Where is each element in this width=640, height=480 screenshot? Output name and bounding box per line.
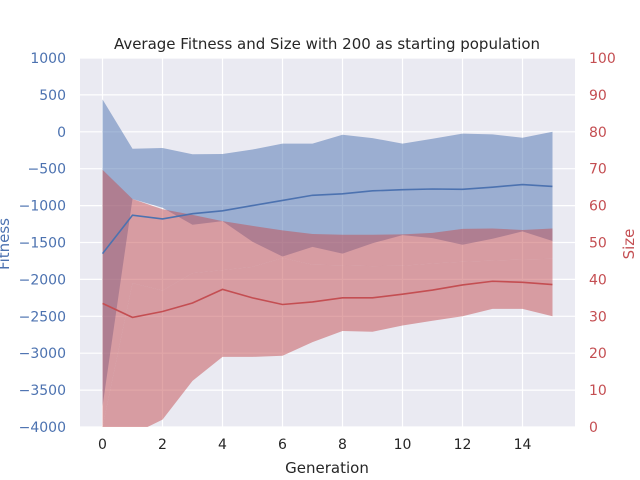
left-axis-label: Fitness: [0, 218, 13, 270]
left-tick-label: −1000: [19, 199, 66, 215]
x-tick-label: 0: [98, 437, 107, 453]
x-tick-label: 4: [218, 437, 227, 453]
right-tick-label: 10: [589, 383, 607, 399]
right-tick-label: 60: [589, 199, 607, 215]
x-tick-label: 8: [338, 437, 347, 453]
right-tick-label: 0: [589, 420, 598, 436]
fitness-band: [102, 99, 553, 407]
right-tick-label: 30: [589, 309, 607, 325]
x-tick-label: 2: [158, 437, 167, 453]
right-tick-label: 70: [589, 162, 607, 178]
x-tick-label: 14: [514, 437, 532, 453]
x-axis-label: Generation: [285, 459, 369, 477]
size-line: [102, 280, 553, 319]
chart-title: Average Fitness and Size with 200 as sta…: [114, 35, 540, 53]
x-tick-label: 12: [454, 437, 472, 453]
size-band-upper: [102, 169, 553, 427]
lines: [101, 183, 553, 319]
x-axis-ticks: 0 2 4 6 8 10 12 14: [98, 437, 531, 453]
right-tick-label: 40: [589, 272, 607, 288]
right-tick-label: 20: [589, 346, 607, 362]
right-tick-label: 100: [589, 51, 616, 67]
left-tick-label: −500: [28, 162, 66, 178]
x-tick-label: 10: [394, 437, 412, 453]
size-band-lower: [102, 258, 553, 427]
left-axis-ticks: 1000 500 0 −500 −1000 −1500 −2000 −2500 −3000 −35…: [19, 51, 66, 436]
left-tick-label: −2000: [19, 272, 66, 288]
left-tick-label: 1000: [30, 51, 66, 67]
fitness-line: [101, 183, 553, 255]
right-tick-label: 90: [589, 88, 607, 104]
right-axis-label: Size: [620, 229, 638, 260]
right-tick-label: 80: [589, 125, 607, 141]
left-tick-label: −1500: [19, 236, 66, 252]
bands: [102, 99, 553, 427]
left-tick-label: 0: [57, 125, 66, 141]
left-tick-label: −4000: [19, 420, 66, 436]
left-tick-label: −3000: [19, 346, 66, 362]
left-tick-label: −3500: [19, 383, 66, 399]
left-tick-label: 500: [39, 88, 66, 104]
right-tick-label: 50: [589, 236, 607, 252]
x-tick-label: 6: [278, 437, 287, 453]
left-tick-label: −2500: [19, 309, 66, 325]
